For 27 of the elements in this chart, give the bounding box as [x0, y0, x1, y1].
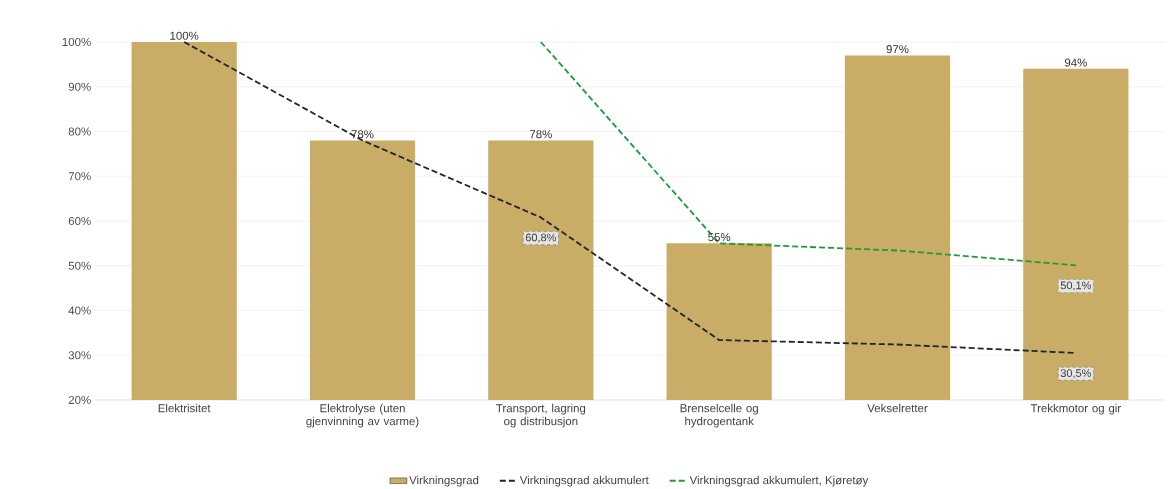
y-tick-label: 60% — [68, 216, 91, 226]
x-tick-label: Elektrisitet — [158, 403, 211, 413]
data-label: 55% — [708, 233, 731, 242]
x-tick-label: Elektrolyse (uten gjenvinning av varme) — [306, 403, 419, 428]
data-label: 78% — [351, 130, 374, 139]
data-label: 100% — [170, 31, 199, 40]
legend-label: Virkningsgrad akkumulert, Kjøretøy — [689, 475, 869, 487]
y-tick-label: 40% — [68, 306, 91, 315]
legend-label: Virkningsgrad — [409, 475, 479, 487]
x-tick-label: Transport, lagring og distribusjon — [496, 403, 586, 428]
data-label: 94% — [1064, 58, 1087, 67]
y-tick-label: 30% — [68, 351, 91, 360]
x-tick-label: Brenselcelle og hydrogentank — [680, 403, 758, 428]
y-tick-label: 70% — [68, 172, 91, 181]
y-tick-label: 20% — [68, 395, 91, 405]
y-tick-label: 80% — [68, 127, 91, 136]
y-tick-label: 50% — [68, 261, 91, 270]
data-label: 60,8% — [525, 233, 556, 243]
data-label: 50,1% — [1060, 281, 1091, 291]
legend-label: Virkningsgrad akkumulert — [519, 475, 649, 487]
data-label: 97% — [886, 45, 909, 54]
x-tick-label: Trekkmotor og gir — [1030, 403, 1121, 415]
data-label: 30,5% — [1060, 369, 1091, 379]
y-tick-label: 100% — [62, 37, 91, 47]
data-label: 78% — [529, 130, 552, 139]
x-tick-label: Vekselretter — [867, 403, 928, 413]
y-tick-label: 90% — [68, 82, 91, 91]
